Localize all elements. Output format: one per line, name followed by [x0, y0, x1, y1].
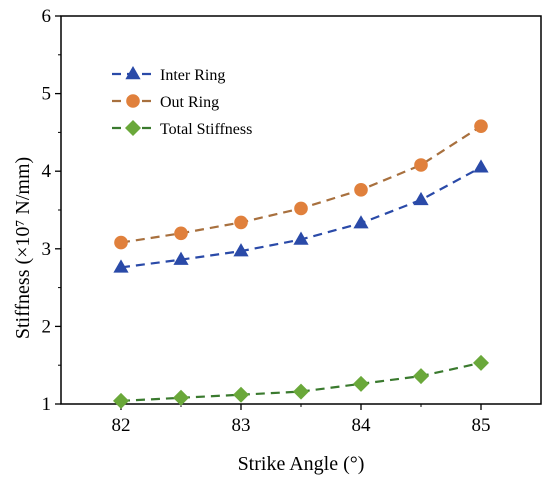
data-point-out-ring	[414, 158, 428, 172]
legend-marker-out-ring	[126, 94, 140, 108]
data-point-inter-ring	[413, 191, 429, 206]
data-point-total-stiffness	[293, 383, 309, 400]
y-tick-label: 2	[42, 316, 52, 337]
x-axis-title: Strike Angle (°)	[238, 453, 365, 475]
data-point-out-ring	[174, 226, 188, 241]
y-tick-label: 3	[42, 239, 52, 260]
legend-label-out-ring: Out Ring	[160, 94, 219, 111]
data-point-total-stiffness	[473, 354, 489, 371]
data-point-out-ring	[114, 235, 128, 250]
y-axis-title: Stiffness (×10⁷ N/mm)	[12, 157, 34, 339]
data-point-total-stiffness	[233, 386, 249, 403]
series-line-inter-ring	[120, 166, 482, 269]
x-tick-label: 83	[232, 415, 251, 436]
data-point-inter-ring	[293, 231, 309, 245]
y-tick-label: 6	[42, 6, 52, 27]
data-point-inter-ring	[473, 159, 489, 173]
y-tick-label: 4	[42, 161, 52, 182]
legend-marker-total-stiffness	[125, 120, 141, 136]
legend-label-total-stiffness: Total Stiffness	[160, 121, 252, 138]
data-point-inter-ring	[113, 259, 129, 273]
data-point-out-ring	[474, 119, 488, 133]
data-point-inter-ring	[173, 251, 189, 265]
data-point-out-ring	[234, 215, 248, 230]
data-point-total-stiffness	[353, 375, 369, 392]
x-tick-label: 85	[472, 415, 491, 436]
legend-marker-inter-ring	[125, 66, 141, 80]
data-point-total-stiffness	[113, 392, 129, 409]
data-point-inter-ring	[353, 215, 369, 229]
data-point-total-stiffness	[413, 368, 429, 385]
data-point-out-ring	[354, 183, 368, 197]
y-tick-label: 5	[42, 84, 52, 105]
x-tick-label: 82	[112, 415, 131, 436]
series-line-out-ring	[120, 125, 482, 244]
data-point-inter-ring	[233, 243, 249, 257]
x-tick-label: 84	[352, 415, 372, 436]
legend-label-inter-ring: Inter Ring	[160, 67, 225, 84]
data-point-total-stiffness	[173, 389, 189, 406]
y-tick-label: 1	[42, 394, 52, 415]
data-point-out-ring	[294, 201, 308, 216]
